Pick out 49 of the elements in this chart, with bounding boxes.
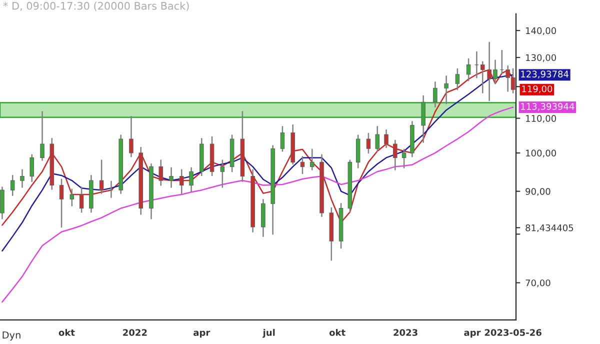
candlestick <box>129 116 134 158</box>
annotation: 119,00 <box>522 85 552 94</box>
y-tick-label: 140,00 <box>526 27 556 35</box>
candlestick <box>0 186 4 220</box>
x-tick-label: apr <box>194 330 210 338</box>
candlestick <box>356 134 360 168</box>
y-tick-label: 70,00 <box>526 279 550 288</box>
candlestick <box>375 126 380 152</box>
x-tick-label: 2023-05-26 <box>484 329 542 336</box>
data-label: 113,393944 <box>521 103 574 111</box>
candlestick <box>169 167 174 188</box>
candlestick <box>180 169 184 194</box>
y-tick-label: 100,00 <box>526 150 556 158</box>
y-tick-label: 130,00 <box>526 54 556 62</box>
candlestick <box>220 160 225 188</box>
x-tick-label: jul <box>262 328 275 338</box>
line-series <box>2 106 514 303</box>
x-tick-label: apr <box>464 330 481 338</box>
candlestick <box>10 174 15 196</box>
y-tick-label: 81,434405 <box>526 224 574 232</box>
candlestick <box>261 198 266 238</box>
x-tick-label: okt <box>58 328 75 336</box>
candlestick <box>20 169 24 188</box>
candlestick <box>70 188 74 206</box>
x-tick-label: okt <box>329 328 346 336</box>
text: Dyn <box>2 331 20 341</box>
candlestick <box>59 178 64 228</box>
candlestick <box>300 156 305 174</box>
candlestick <box>158 160 164 186</box>
candlestick <box>310 148 314 170</box>
chart-title: * D, 09:00-17:30 (20000 Bars Back) <box>3 2 189 12</box>
candlestick <box>79 186 84 213</box>
y-tick-label: 90,00 <box>526 188 550 196</box>
x-tick-label: 2022 <box>123 329 147 336</box>
candlestick <box>402 148 406 168</box>
data-label: 123,93784 <box>521 70 568 78</box>
candlestick <box>480 61 485 94</box>
candlestick <box>30 154 34 182</box>
candlestick <box>189 167 194 192</box>
candlestick <box>99 160 104 194</box>
y-tick-label: 110,00 <box>526 115 556 123</box>
candlestick <box>466 58 471 82</box>
candlestick <box>366 132 371 154</box>
line-series <box>2 69 514 226</box>
candlestick <box>455 68 460 90</box>
candlestick <box>384 129 388 148</box>
candlestick <box>280 126 285 152</box>
x-tick-label: 2023 <box>394 329 418 336</box>
candlestick <box>393 140 398 170</box>
